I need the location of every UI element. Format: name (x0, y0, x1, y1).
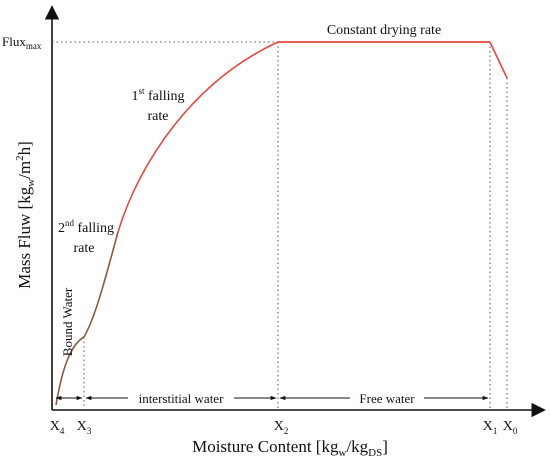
first-falling-rate-curve (117, 41, 279, 233)
bound-water-curve (55, 231, 119, 406)
y-axis-title: Mass Fluw [kgw/m2h] (14, 141, 37, 289)
free-water-label: Free water (359, 391, 415, 406)
x2-tick-label: X2 (274, 419, 289, 436)
second-falling-rate-label-line1: 2nd falling (58, 218, 114, 236)
constant-drying-rate-label: Constant drying rate (327, 23, 441, 38)
second-falling-rate-label-line2: rate (74, 241, 95, 256)
x3-tick-label: X3 (77, 419, 92, 436)
flux-max-label: Fluxmax (2, 34, 42, 51)
x4-tick-label: X4 (50, 419, 65, 436)
x1-tick-label: X1 (483, 419, 498, 436)
first-falling-rate-label-line1: 1st falling (131, 86, 184, 104)
x0-tick-label: X0 (503, 419, 518, 436)
first-falling-rate-label-line2: rate (148, 109, 169, 124)
warm-up-segment (489, 41, 508, 79)
bound-water-label: Bound Water (60, 287, 75, 356)
x-axis-title: Moisture Content [kgw/kgDS] (192, 437, 388, 459)
interstitial-water-label: interstitial water (139, 391, 225, 406)
